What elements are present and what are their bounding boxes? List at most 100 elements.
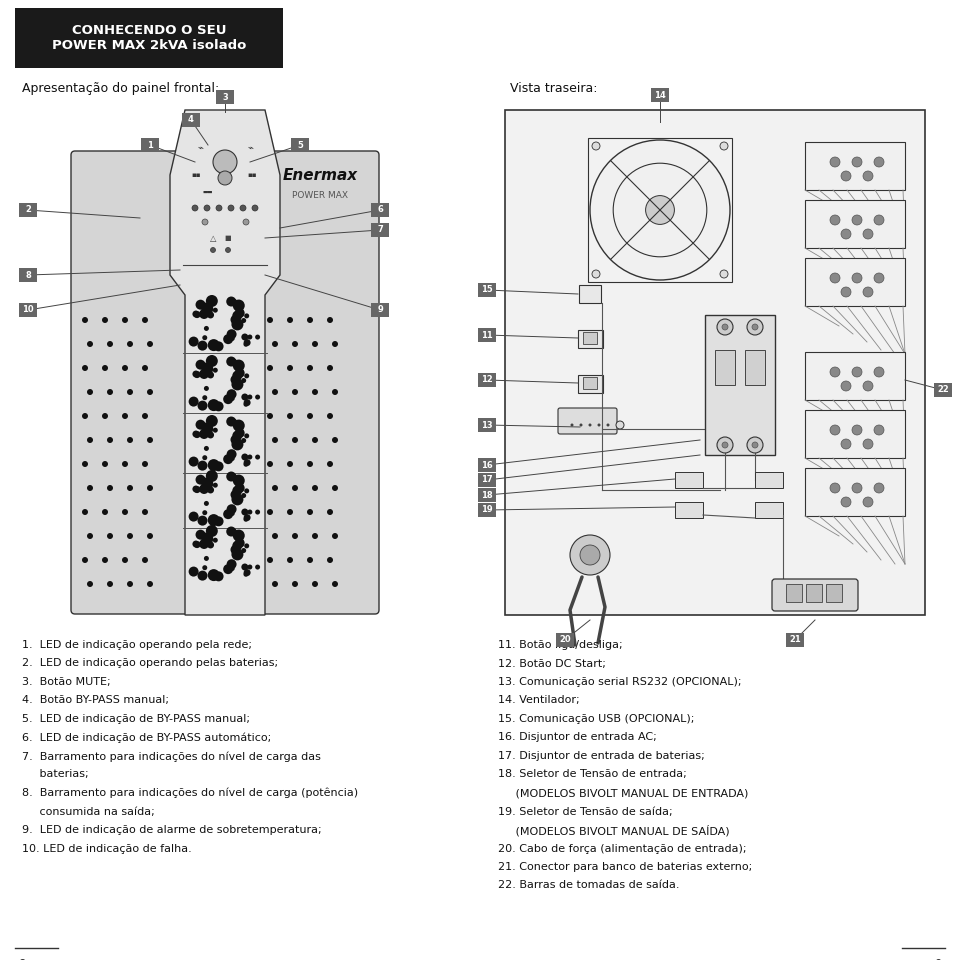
Text: 15: 15 (481, 285, 492, 295)
Circle shape (229, 566, 235, 571)
Circle shape (87, 437, 93, 443)
Circle shape (230, 419, 237, 425)
Text: 8.  Barramento para indicações do nível de carga (potência): 8. Barramento para indicações do nível d… (22, 788, 358, 799)
Circle shape (102, 509, 108, 515)
Circle shape (292, 581, 298, 587)
Circle shape (122, 365, 128, 371)
Circle shape (244, 313, 250, 319)
Text: 3.  Botão MUTE;: 3. Botão MUTE; (22, 677, 110, 687)
Text: ■: ■ (225, 235, 231, 241)
Circle shape (201, 362, 207, 370)
Text: 6: 6 (377, 205, 383, 214)
Circle shape (248, 454, 252, 460)
Circle shape (607, 423, 610, 426)
Circle shape (241, 509, 249, 516)
Circle shape (248, 395, 252, 399)
Circle shape (227, 356, 236, 367)
Circle shape (327, 365, 333, 371)
Circle shape (230, 473, 237, 481)
Circle shape (830, 157, 840, 167)
Text: ⌁: ⌁ (197, 143, 203, 153)
Text: 8: 8 (18, 958, 25, 960)
Circle shape (142, 365, 148, 371)
Circle shape (232, 530, 245, 541)
Circle shape (272, 341, 278, 347)
Bar (805, 258, 905, 306)
Circle shape (213, 483, 218, 488)
Circle shape (227, 389, 236, 399)
Circle shape (332, 341, 338, 347)
Bar (478, 373, 496, 387)
Circle shape (230, 544, 240, 555)
Circle shape (188, 512, 199, 521)
Text: 19. Seletor de Tensão de saída;: 19. Seletor de Tensão de saída; (498, 806, 673, 817)
Circle shape (863, 439, 873, 449)
Bar (478, 328, 496, 342)
Circle shape (232, 431, 242, 441)
Circle shape (229, 396, 235, 401)
Bar (19, 268, 37, 282)
Circle shape (874, 367, 884, 377)
Bar (745, 350, 765, 385)
Circle shape (213, 538, 218, 542)
Circle shape (255, 455, 260, 460)
Bar (478, 458, 496, 472)
Text: 22: 22 (937, 386, 948, 395)
Circle shape (234, 428, 245, 438)
Circle shape (202, 478, 213, 490)
Circle shape (205, 415, 218, 427)
Circle shape (201, 302, 207, 309)
Text: 5.  LED de indicação de BY-PASS manual;: 5. LED de indicação de BY-PASS manual; (22, 714, 250, 724)
Circle shape (307, 509, 313, 515)
Circle shape (241, 318, 246, 323)
Text: 13: 13 (481, 420, 492, 429)
Text: ▪▪: ▪▪ (191, 172, 201, 178)
Bar (371, 223, 389, 237)
Circle shape (580, 423, 583, 426)
Circle shape (199, 484, 209, 494)
Circle shape (244, 401, 249, 407)
Bar (578, 375, 603, 393)
Circle shape (107, 341, 113, 347)
Circle shape (244, 489, 250, 493)
Circle shape (231, 378, 244, 391)
Circle shape (227, 417, 236, 426)
Circle shape (201, 533, 207, 540)
Circle shape (244, 569, 251, 576)
Circle shape (244, 339, 251, 347)
Circle shape (841, 287, 851, 297)
Circle shape (645, 196, 675, 225)
Circle shape (223, 334, 233, 344)
Circle shape (142, 557, 148, 563)
Circle shape (207, 541, 214, 548)
Circle shape (192, 310, 200, 318)
Circle shape (248, 334, 252, 340)
Circle shape (82, 365, 88, 371)
Circle shape (863, 497, 873, 507)
Circle shape (87, 341, 93, 347)
Circle shape (244, 572, 249, 577)
Circle shape (272, 389, 278, 395)
Circle shape (232, 540, 242, 551)
Bar (934, 383, 952, 397)
Bar (182, 113, 200, 127)
Circle shape (194, 541, 201, 548)
Circle shape (752, 324, 758, 330)
Circle shape (190, 401, 196, 406)
Circle shape (127, 485, 133, 491)
Circle shape (205, 470, 218, 482)
Circle shape (588, 423, 591, 426)
Circle shape (127, 533, 133, 539)
Circle shape (202, 363, 213, 374)
Circle shape (87, 485, 93, 491)
Circle shape (272, 437, 278, 443)
Circle shape (248, 564, 252, 569)
Circle shape (597, 423, 601, 426)
Circle shape (752, 442, 758, 448)
Circle shape (206, 425, 211, 431)
Circle shape (206, 366, 211, 371)
Circle shape (207, 372, 214, 378)
Bar (578, 330, 603, 348)
Circle shape (199, 309, 209, 319)
Circle shape (230, 359, 237, 366)
